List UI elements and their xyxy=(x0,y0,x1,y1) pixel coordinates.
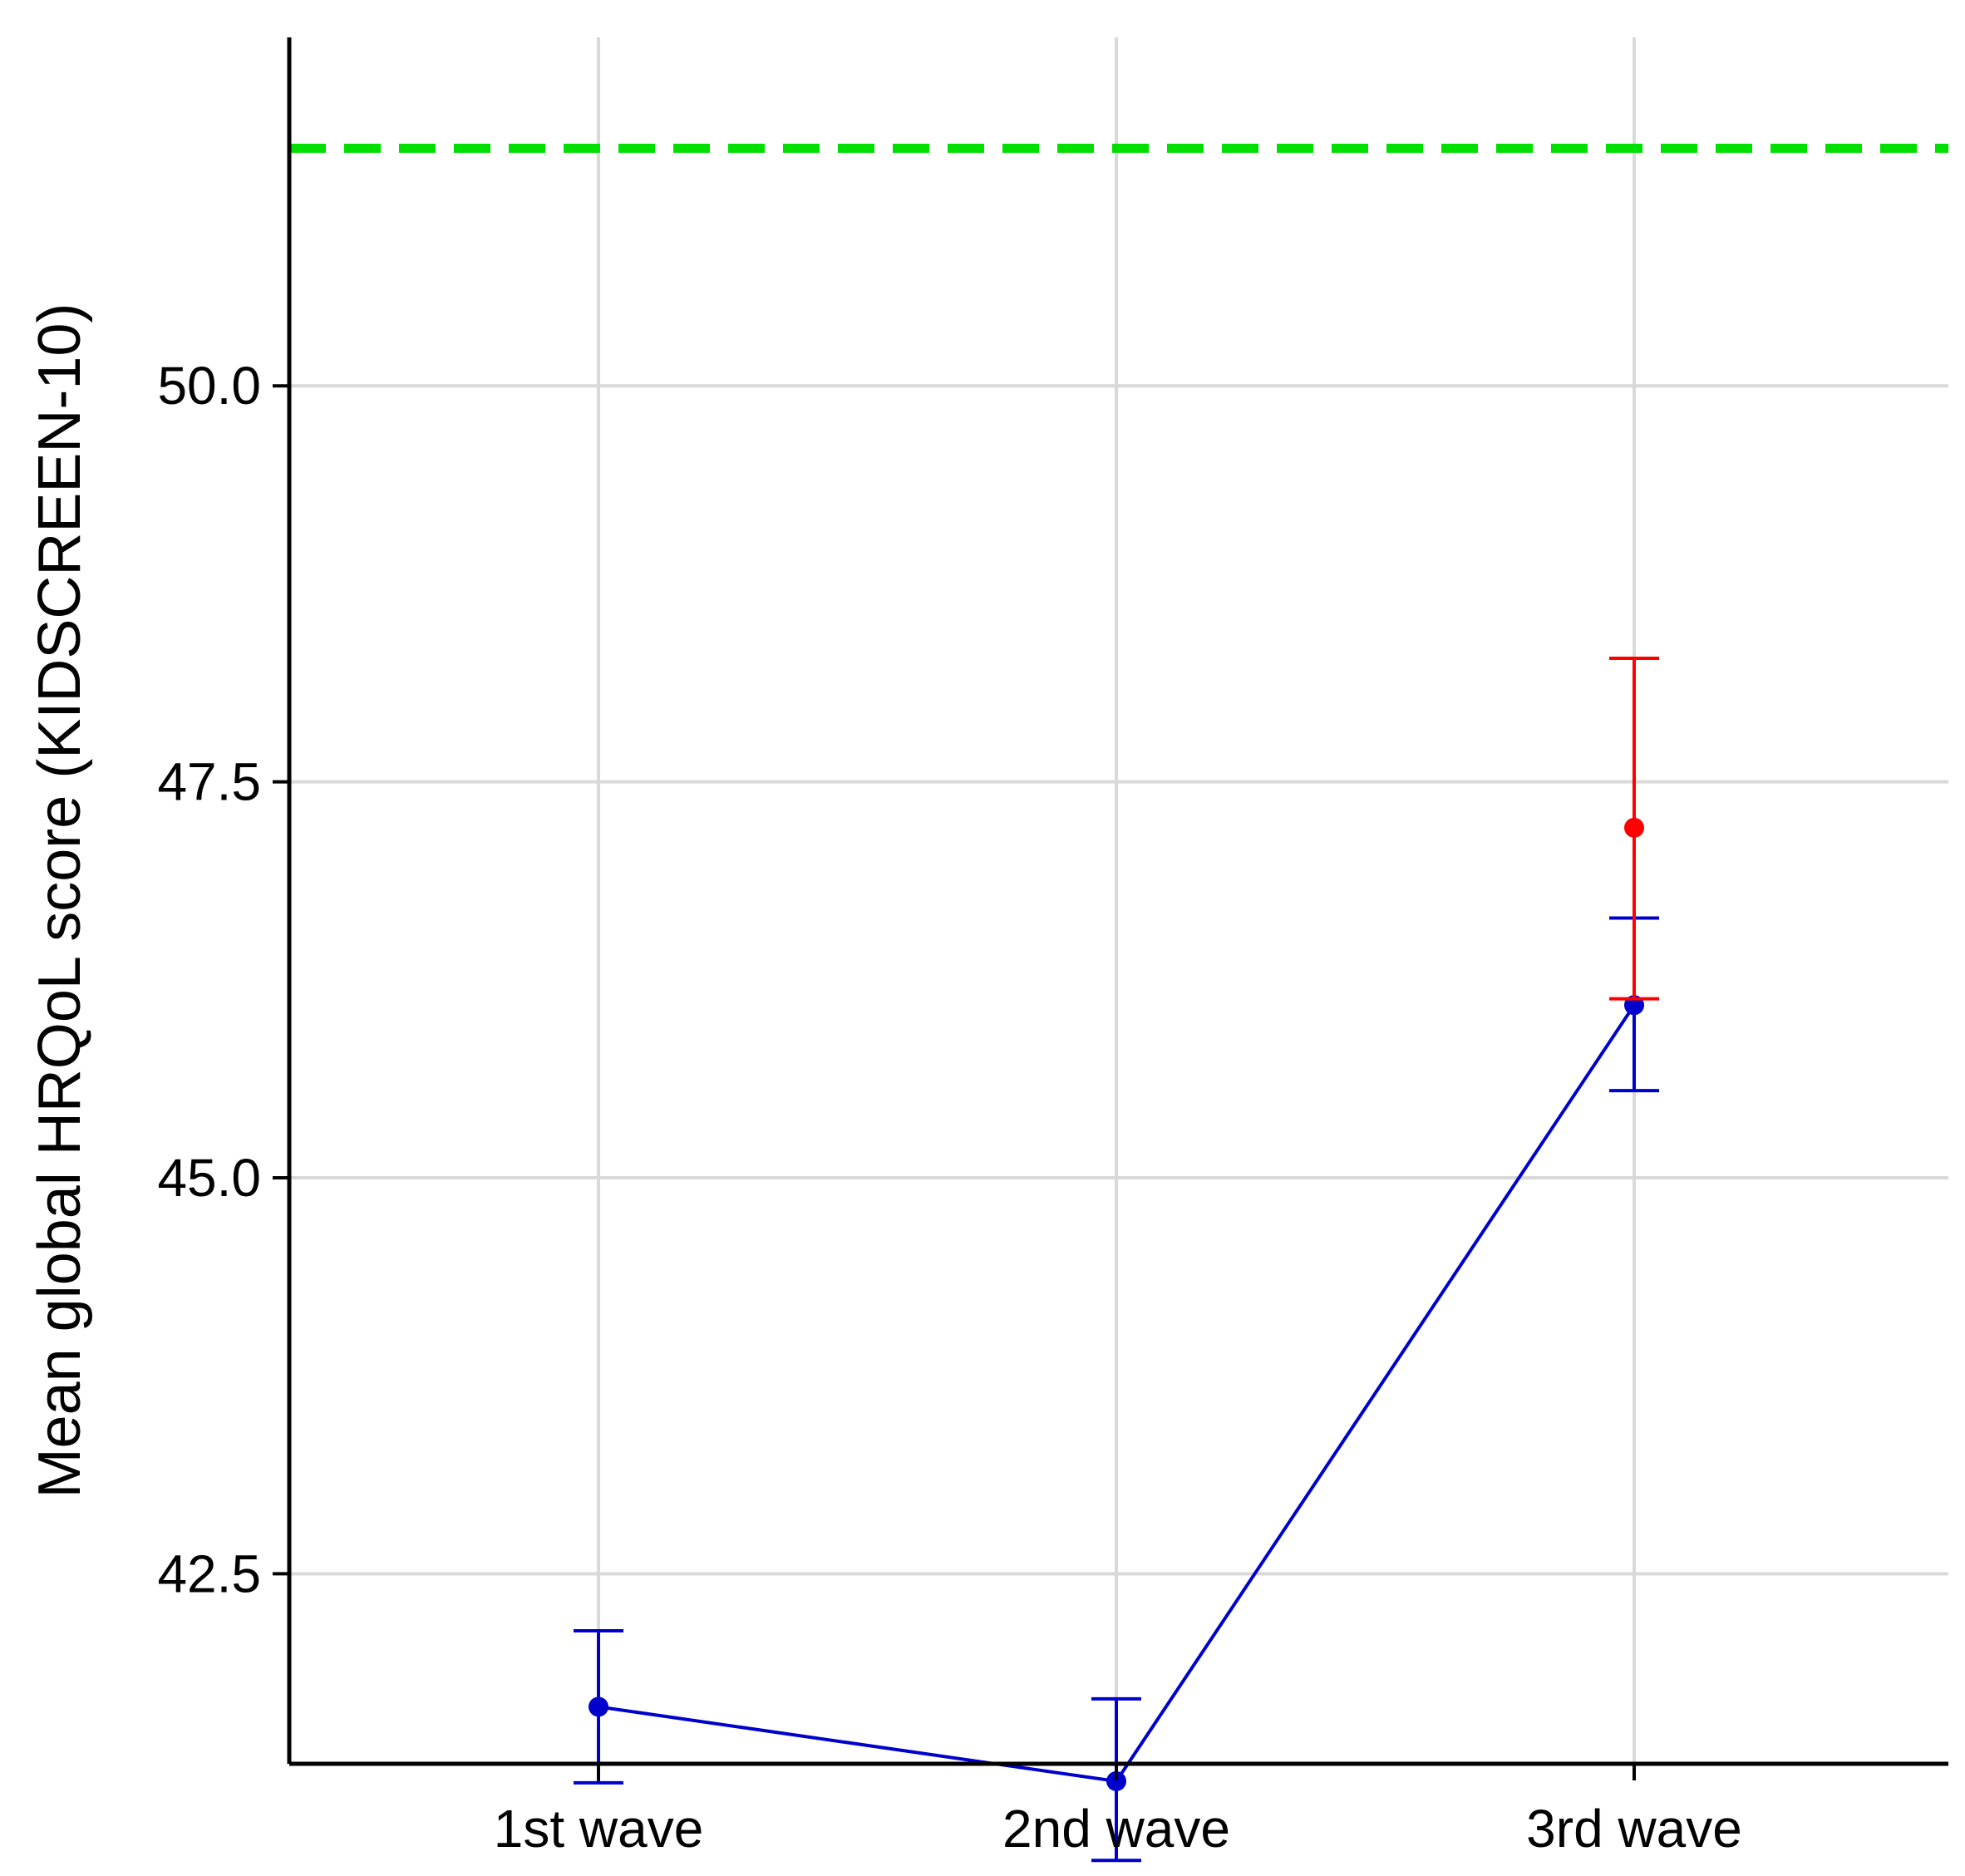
gridlines xyxy=(289,37,1948,1764)
y-tick-label: 47.5 xyxy=(157,752,261,812)
x-tick-label: 2nd wave xyxy=(1002,1799,1230,1859)
y-tick-label: 42.5 xyxy=(157,1544,261,1603)
x-ticks: 1st wave 2nd wave 3rd wave xyxy=(494,1764,1742,1859)
x-tick-label: 3rd wave xyxy=(1526,1799,1742,1859)
y-ticks: 42.5 45.0 47.5 50.0 xyxy=(157,356,289,1603)
x-tick-label: 1st wave xyxy=(494,1799,704,1859)
axes xyxy=(287,37,1948,1766)
y-axis-title: Mean global HRQoL score (KIDSCREEN-10) xyxy=(27,303,93,1499)
data-point xyxy=(1106,1770,1126,1791)
y-tick-label: 50.0 xyxy=(157,356,261,416)
series-layer xyxy=(574,656,1659,1863)
data-point xyxy=(1624,817,1644,838)
data-point xyxy=(589,1696,608,1717)
y-tick-label: 45.0 xyxy=(157,1148,261,1208)
